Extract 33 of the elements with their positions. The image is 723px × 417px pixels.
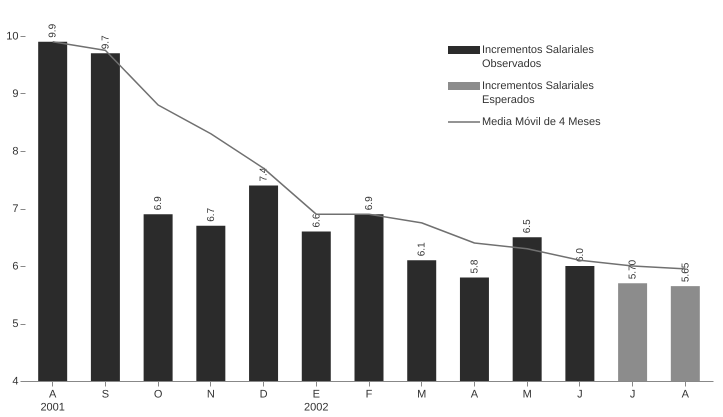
data-label: 6.7 xyxy=(206,207,217,222)
data-label: 6.9 xyxy=(153,196,164,210)
legend-label: Incrementos Salariales Esperados xyxy=(482,80,594,106)
x-tick-label: A xyxy=(682,388,690,400)
data-label: 5.8 xyxy=(469,259,480,274)
data-label: 9.7 xyxy=(100,34,112,50)
x-tick-label: M xyxy=(522,388,532,400)
x-tick-label: J xyxy=(630,388,636,400)
data-label: 6.1 xyxy=(416,242,428,256)
x-tick-label: F xyxy=(366,388,373,400)
x-tick-label: A 2001 xyxy=(40,388,65,414)
x-tick-label: D xyxy=(260,388,268,400)
x-tick-label: S xyxy=(102,388,110,400)
x-tick-label: J xyxy=(577,388,583,400)
legend-label: Media Móvil de 4 Meses xyxy=(482,116,602,128)
data-label: 9.9 xyxy=(48,23,59,38)
data-label: 5.65 xyxy=(680,262,692,282)
y-tick-label: 5 xyxy=(12,318,18,330)
x-tick-label: N xyxy=(206,388,215,400)
y-tick-label: 4 xyxy=(12,376,18,388)
y-tick-label: 10 xyxy=(6,30,18,42)
x-tick-label: O xyxy=(154,388,163,400)
x-tick-label: A xyxy=(470,388,479,400)
data-label: 6.5 xyxy=(522,218,534,234)
y-tick-label: 8 xyxy=(12,146,18,158)
x-tick-label: M xyxy=(417,388,426,400)
y-tick-label: 9 xyxy=(12,88,18,100)
y-tick-label: 7 xyxy=(12,203,18,215)
x-tick-label: E 2002 xyxy=(304,388,329,414)
legend-label: Incrementos Salariales Observados xyxy=(482,44,594,70)
data-label: 5.70 xyxy=(628,259,639,280)
data-label: 6.9 xyxy=(364,196,375,210)
y-tick-label: 6 xyxy=(12,260,18,272)
